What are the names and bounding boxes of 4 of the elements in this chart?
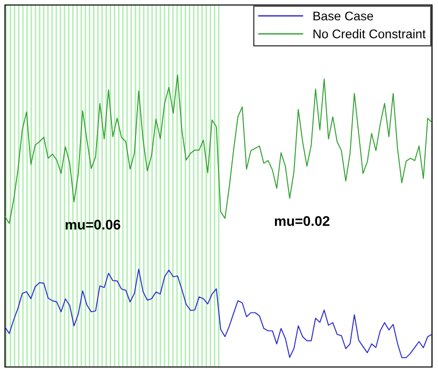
annotation: mu=0.02 [274,216,330,226]
annotation: mu=0.06 [66,220,120,230]
legend-label: No Credit Constraint [314,29,426,38]
legend-label: Base Case [314,12,374,20]
